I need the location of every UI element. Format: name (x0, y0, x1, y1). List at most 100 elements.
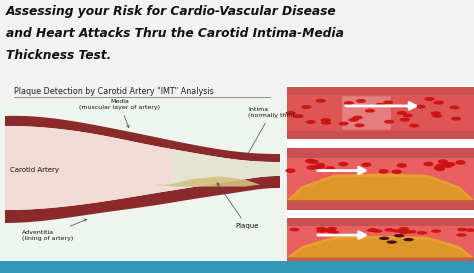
Polygon shape (287, 236, 474, 257)
Polygon shape (171, 149, 280, 191)
Ellipse shape (392, 169, 402, 174)
Ellipse shape (338, 162, 348, 167)
Ellipse shape (353, 116, 363, 120)
Bar (287, 148, 474, 210)
Ellipse shape (378, 169, 389, 174)
Text: and Heart Attacks Thru the Carotid Intima-Media: and Heart Attacks Thru the Carotid Intim… (6, 27, 344, 40)
Ellipse shape (338, 122, 349, 126)
Ellipse shape (319, 229, 329, 232)
Ellipse shape (417, 231, 427, 235)
Ellipse shape (379, 237, 389, 240)
Ellipse shape (409, 124, 419, 127)
Ellipse shape (327, 227, 337, 230)
Ellipse shape (344, 101, 354, 105)
Ellipse shape (356, 99, 366, 103)
Ellipse shape (431, 229, 441, 233)
Ellipse shape (416, 105, 426, 109)
Ellipse shape (387, 241, 397, 244)
Ellipse shape (435, 164, 446, 168)
Ellipse shape (432, 114, 442, 118)
Text: Carotid Artery: Carotid Artery (10, 167, 59, 173)
Ellipse shape (456, 233, 466, 237)
Ellipse shape (402, 114, 413, 117)
Ellipse shape (392, 229, 402, 233)
Ellipse shape (305, 159, 315, 163)
Text: Plaque: Plaque (217, 183, 258, 229)
Ellipse shape (285, 111, 296, 115)
Ellipse shape (375, 103, 385, 107)
Ellipse shape (438, 159, 448, 164)
Ellipse shape (290, 228, 300, 231)
Polygon shape (287, 174, 474, 200)
Bar (287, 85, 474, 273)
Ellipse shape (314, 165, 325, 169)
Ellipse shape (399, 231, 409, 234)
Ellipse shape (394, 234, 404, 238)
Ellipse shape (449, 105, 460, 109)
Text: Media
(muscular layer of artery): Media (muscular layer of artery) (80, 99, 161, 128)
Ellipse shape (326, 229, 336, 233)
Bar (0, 261, 474, 273)
Ellipse shape (456, 160, 465, 165)
Ellipse shape (465, 229, 474, 232)
Ellipse shape (325, 228, 336, 232)
Ellipse shape (403, 238, 414, 241)
Ellipse shape (321, 118, 331, 122)
Ellipse shape (285, 168, 296, 173)
Text: Assessing your Risk for Cardio-Vascular Disease: Assessing your Risk for Cardio-Vascular … (6, 5, 337, 18)
Ellipse shape (399, 227, 409, 230)
Ellipse shape (301, 105, 311, 109)
Ellipse shape (361, 162, 372, 167)
Bar (287, 95, 474, 131)
Ellipse shape (435, 167, 445, 171)
Ellipse shape (372, 229, 383, 233)
Ellipse shape (384, 120, 394, 124)
Ellipse shape (316, 229, 327, 233)
Polygon shape (5, 176, 280, 223)
Text: Intima
(normally thin): Intima (normally thin) (247, 107, 295, 156)
Text: Plaque Detection by Carotid Artery "IMT" Analysis: Plaque Detection by Carotid Artery "IMT"… (14, 87, 214, 96)
Bar (0, 99, 285, 265)
Ellipse shape (406, 230, 417, 233)
Bar (287, 225, 474, 257)
Ellipse shape (293, 114, 304, 118)
Ellipse shape (367, 229, 377, 232)
Bar (287, 158, 474, 200)
Ellipse shape (397, 163, 407, 168)
Ellipse shape (316, 227, 326, 230)
Polygon shape (5, 126, 280, 210)
Bar (287, 95, 474, 131)
Ellipse shape (430, 111, 441, 115)
Polygon shape (287, 239, 474, 260)
Polygon shape (5, 116, 280, 162)
Ellipse shape (397, 111, 407, 115)
Ellipse shape (401, 230, 411, 233)
Ellipse shape (306, 165, 317, 170)
Text: Thickness Test.: Thickness Test. (6, 49, 111, 62)
Ellipse shape (384, 228, 395, 232)
Ellipse shape (305, 120, 316, 124)
Ellipse shape (316, 99, 326, 103)
Ellipse shape (321, 121, 331, 125)
Ellipse shape (434, 101, 444, 105)
Ellipse shape (365, 109, 375, 113)
Ellipse shape (383, 100, 393, 104)
Ellipse shape (368, 228, 378, 232)
Ellipse shape (355, 123, 365, 127)
Ellipse shape (325, 166, 335, 171)
Polygon shape (155, 177, 260, 186)
Ellipse shape (451, 117, 461, 121)
Ellipse shape (400, 118, 410, 122)
Ellipse shape (329, 230, 339, 234)
Ellipse shape (309, 159, 319, 164)
Bar (287, 87, 474, 139)
Ellipse shape (424, 97, 435, 101)
Bar (287, 218, 474, 265)
Ellipse shape (348, 118, 359, 122)
Text: Adventitia
(lining of artery): Adventitia (lining of artery) (22, 219, 87, 241)
Ellipse shape (445, 162, 456, 167)
Ellipse shape (442, 163, 453, 168)
Ellipse shape (423, 162, 434, 166)
FancyBboxPatch shape (342, 96, 391, 130)
Polygon shape (287, 177, 474, 203)
